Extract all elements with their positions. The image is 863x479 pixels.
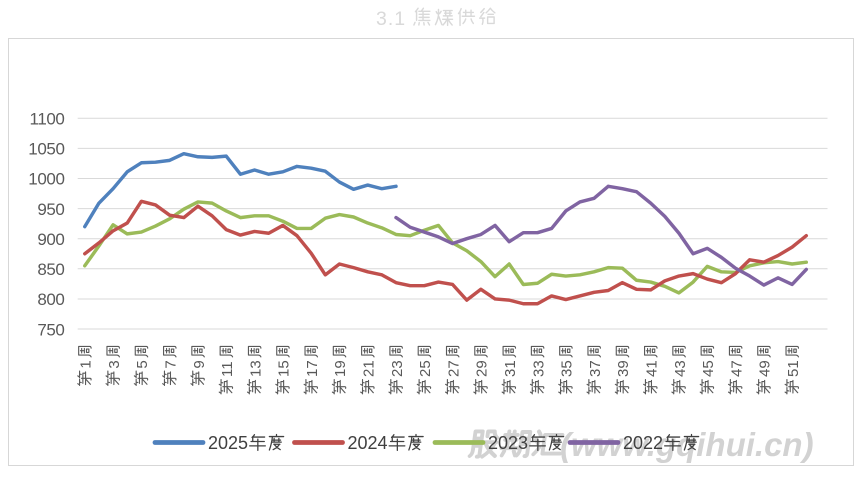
svg-text:51: 51: [785, 360, 802, 377]
svg-text:1: 1: [78, 360, 95, 368]
svg-text:23: 23: [389, 360, 406, 377]
svg-text:29: 29: [474, 360, 491, 377]
svg-text:15: 15: [276, 360, 293, 377]
svg-text:47: 47: [728, 360, 745, 377]
svg-text:21: 21: [361, 360, 378, 377]
svg-text:2025: 2025: [208, 433, 248, 453]
svg-text:7: 7: [162, 360, 179, 368]
svg-text:2022: 2022: [623, 433, 663, 453]
svg-text:45: 45: [700, 360, 717, 377]
svg-text:2024: 2024: [348, 433, 388, 453]
svg-text:1000: 1000: [28, 170, 64, 189]
svg-text:39: 39: [615, 360, 632, 377]
svg-text:49: 49: [757, 360, 774, 377]
svg-text:41: 41: [643, 360, 660, 377]
svg-text:35: 35: [559, 360, 576, 377]
svg-text:850: 850: [37, 260, 64, 279]
svg-text:900: 900: [37, 230, 64, 249]
svg-text:2023: 2023: [488, 433, 528, 453]
svg-text:800: 800: [37, 290, 64, 309]
svg-text:3: 3: [106, 360, 123, 368]
svg-text:33: 33: [530, 360, 547, 377]
svg-text:950: 950: [37, 200, 64, 219]
svg-text:27: 27: [445, 360, 462, 377]
svg-text:5: 5: [134, 360, 151, 368]
svg-text:17: 17: [304, 360, 321, 377]
svg-text:3.1: 3.1: [376, 8, 406, 30]
svg-text:19: 19: [332, 360, 349, 377]
svg-text:37: 37: [587, 360, 604, 377]
svg-text:11: 11: [219, 361, 236, 377]
svg-text:13: 13: [247, 360, 264, 377]
svg-text:1100: 1100: [30, 109, 65, 128]
svg-text:25: 25: [417, 360, 434, 377]
svg-text:9: 9: [191, 360, 208, 368]
svg-text:750: 750: [37, 320, 64, 339]
svg-text:31: 31: [502, 360, 519, 377]
svg-text:43: 43: [672, 360, 689, 377]
svg-text:1050: 1050: [28, 140, 64, 159]
